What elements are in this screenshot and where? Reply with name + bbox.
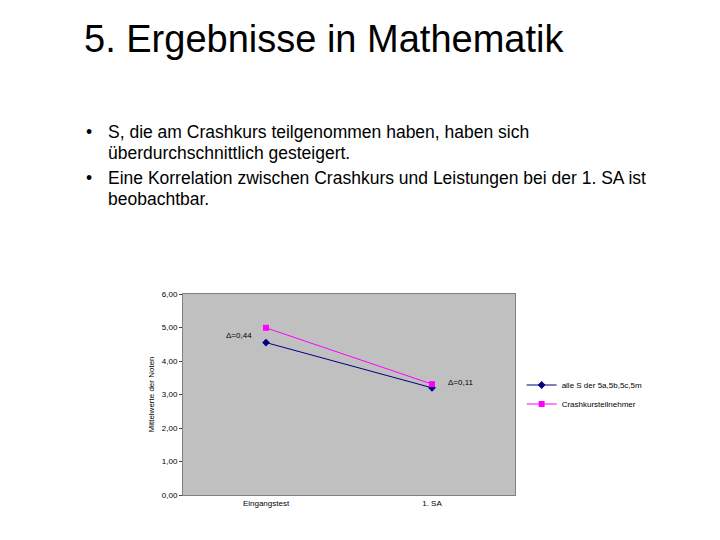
svg-text:Mittelwerte der Noten: Mittelwerte der Noten xyxy=(147,356,156,432)
svg-text:1,00: 1,00 xyxy=(162,457,178,466)
svg-text:alle S der 5a,5b,5c,5m: alle S der 5a,5b,5c,5m xyxy=(562,381,642,390)
svg-text:0,00: 0,00 xyxy=(162,491,178,500)
html-text:Eine Korrelation zwischen Cras: Eine Korrelation zwischen Crashkurs und … xyxy=(108,168,646,209)
svg-text:3,00: 3,00 xyxy=(162,390,178,399)
svg-text:2,00: 2,00 xyxy=(162,424,178,433)
svg-text:6,00: 6,00 xyxy=(162,290,178,299)
svg-text:4,00: 4,00 xyxy=(162,357,178,366)
html-text:S, die am Crashkurs teilgenomm: S, die am Crashkurs teilgenommen haben, … xyxy=(108,122,530,163)
svg-text:Δ=0,11: Δ=0,11 xyxy=(448,378,474,387)
svg-text:Crashkursteilnehmer: Crashkursteilnehmer xyxy=(562,400,636,409)
svg-text:Eingangstest: Eingangstest xyxy=(243,499,290,508)
svg-text:5,00: 5,00 xyxy=(162,323,178,332)
html-text:5. Ergebnisse in Mathematik: 5. Ergebnisse in Mathematik xyxy=(84,18,564,60)
svg-text:Δ=0,44: Δ=0,44 xyxy=(226,331,252,340)
svg-text:1. SA: 1. SA xyxy=(422,499,442,508)
